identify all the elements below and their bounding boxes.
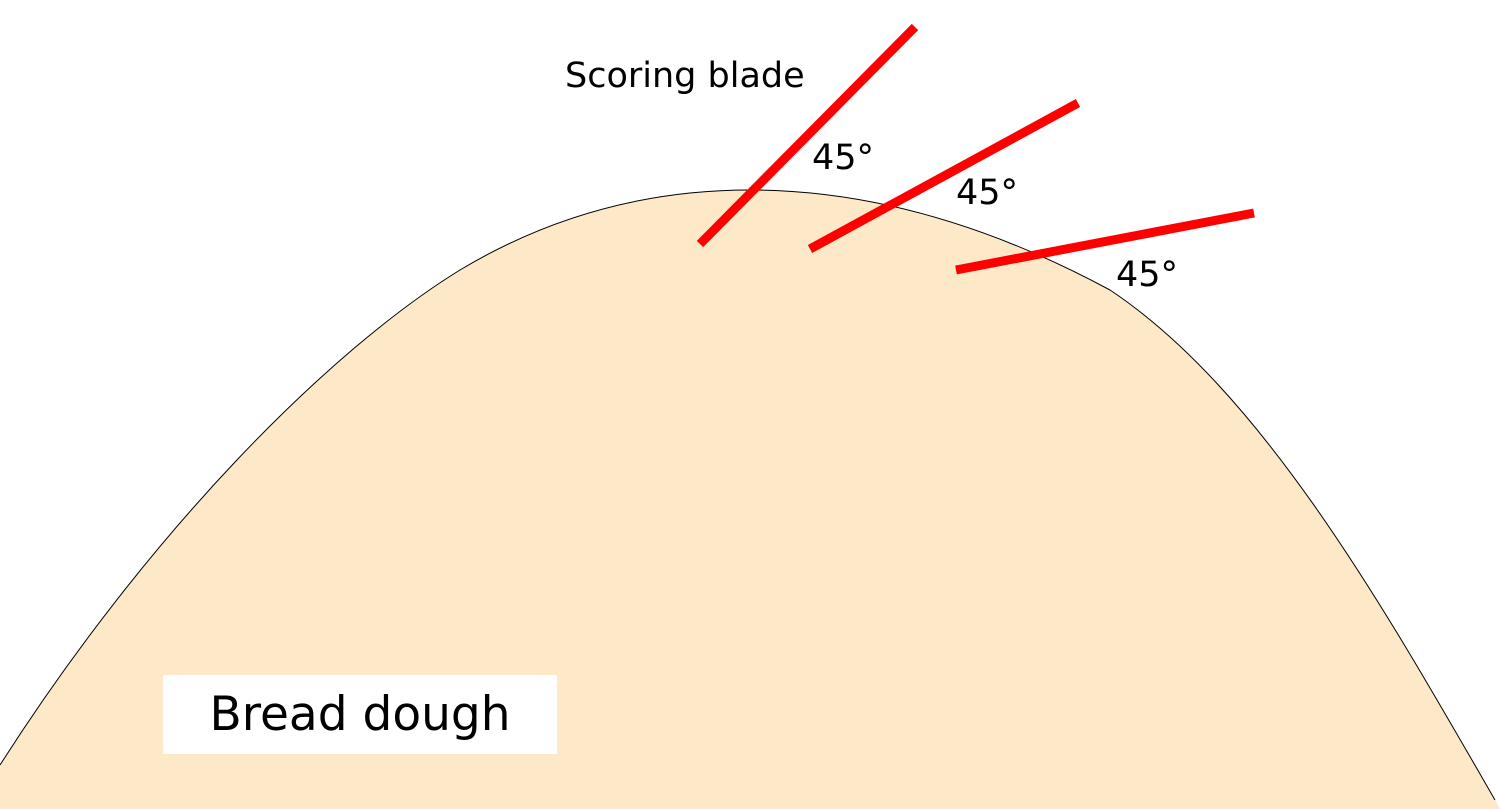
scoring-blade-label: Scoring blade [565, 56, 805, 96]
angle-label-1: 45° [812, 138, 875, 178]
blade-line-1 [696, 23, 919, 248]
bread-dough-label: Bread dough [209, 687, 511, 742]
bread-dough-label-box: Bread dough [163, 675, 557, 754]
angle-label-2: 45° [956, 173, 1019, 213]
blade-line-2 [807, 99, 1081, 253]
blade-line-3 [955, 208, 1255, 275]
dough-shape [0, 190, 1500, 809]
angle-label-3: 45° [1116, 255, 1179, 295]
